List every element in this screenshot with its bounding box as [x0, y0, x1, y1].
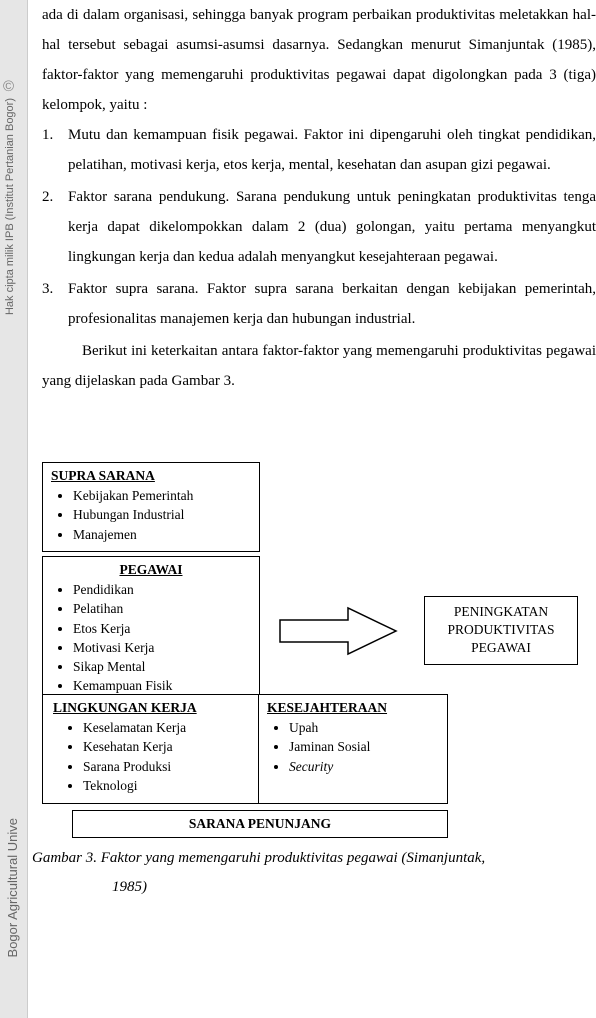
- target-line: PEGAWAI: [429, 639, 573, 657]
- list-item: 2. Faktor sarana pendukung. Sarana pendu…: [42, 182, 596, 272]
- list-text: Faktor sarana pendukung. Sarana pendukun…: [68, 182, 596, 272]
- list-text: Mutu dan kemampuan fisik pegawai. Faktor…: [68, 120, 596, 180]
- watermark-top-text: Hak cipta milik IPB (Institut Pertanian …: [4, 98, 16, 315]
- box-sarana-penunjang: SARANA PENUNJANG: [72, 810, 448, 838]
- box-title: SUPRA SARANA: [51, 467, 251, 485]
- box-item: Pelatihan: [73, 600, 251, 618]
- list-text: Faktor supra sarana. Faktor supra sarana…: [68, 274, 596, 334]
- numbered-list: 1. Mutu dan kemampuan fisik pegawai. Fak…: [42, 120, 596, 334]
- box-item: Etos Kerja: [73, 620, 251, 638]
- list-number: 3.: [42, 274, 68, 334]
- box-lingkungan-kerja: LINGKUNGAN KERJA Keselamatan Kerja Keseh…: [42, 694, 260, 804]
- box-list: Upah Jaminan Sosial Security: [267, 719, 439, 776]
- box-item: Hubungan Industrial: [73, 506, 251, 524]
- box-item: Motivasi Kerja: [73, 639, 251, 657]
- list-item: 1. Mutu dan kemampuan fisik pegawai. Fak…: [42, 120, 596, 180]
- flowchart-diagram: SUPRA SARANA Kebijakan Pemerintah Hubung…: [42, 462, 582, 935]
- copyright-symbol: ©: [3, 78, 14, 95]
- list-number: 1.: [42, 120, 68, 180]
- watermark-bottom-text: Bogor Agricultural Unive: [5, 818, 20, 957]
- figure-caption: Gambar 3. Faktor yang memengaruhi produk…: [32, 844, 580, 901]
- box-item: Kesehatan Kerja: [83, 738, 251, 756]
- box-item: Jaminan Sosial: [289, 738, 439, 756]
- box-peningkatan-produktivitas: PENINGKATAN PRODUKTIVITAS PEGAWAI: [424, 596, 578, 665]
- followup-paragraph: Berikut ini keterkaitan antara faktor-fa…: [42, 336, 596, 396]
- box-kesejahteraan: KESEJAHTERAAN Upah Jaminan Sosial Securi…: [258, 694, 448, 804]
- body-text-block: ada di dalam organisasi, sehingga banyak…: [42, 0, 596, 396]
- watermark-strip: © Hak cipta milik IPB (Institut Pertania…: [0, 0, 28, 1018]
- box-title: PEGAWAI: [51, 561, 251, 579]
- target-line: PRODUKTIVITAS: [429, 621, 573, 639]
- box-item: Upah: [289, 719, 439, 737]
- arrow-icon: [278, 606, 398, 656]
- box-list: Pendidikan Pelatihan Etos Kerja Motivasi…: [51, 581, 251, 695]
- box-item: Sikap Mental: [73, 658, 251, 676]
- box-item: Security: [289, 758, 439, 776]
- box-item: Kebijakan Pemerintah: [73, 487, 251, 505]
- box-item: Pendidikan: [73, 581, 251, 599]
- box-pegawai: PEGAWAI Pendidikan Pelatihan Etos Kerja …: [42, 556, 260, 704]
- box-item: Keselamatan Kerja: [83, 719, 251, 737]
- box-list: Kebijakan Pemerintah Hubungan Industrial…: [51, 487, 251, 544]
- list-number: 2.: [42, 182, 68, 272]
- caption-line: 1985): [32, 873, 580, 902]
- box-item: Sarana Produksi: [83, 758, 251, 776]
- list-item: 3. Faktor supra sarana. Faktor supra sar…: [42, 274, 596, 334]
- caption-line: Gambar 3. Faktor yang memengaruhi produk…: [32, 844, 580, 873]
- box-title: LINGKUNGAN KERJA: [51, 699, 251, 717]
- box-item: Kemampuan Fisik: [73, 677, 251, 695]
- box-item: Teknologi: [83, 777, 251, 795]
- target-line: PENINGKATAN: [429, 603, 573, 621]
- box-title: KESEJAHTERAAN: [267, 699, 439, 717]
- box-list: Keselamatan Kerja Kesehatan Kerja Sarana…: [51, 719, 251, 795]
- box-supra-sarana: SUPRA SARANA Kebijakan Pemerintah Hubung…: [42, 462, 260, 552]
- intro-paragraph: ada di dalam organisasi, sehingga banyak…: [42, 0, 596, 120]
- box-item: Manajemen: [73, 526, 251, 544]
